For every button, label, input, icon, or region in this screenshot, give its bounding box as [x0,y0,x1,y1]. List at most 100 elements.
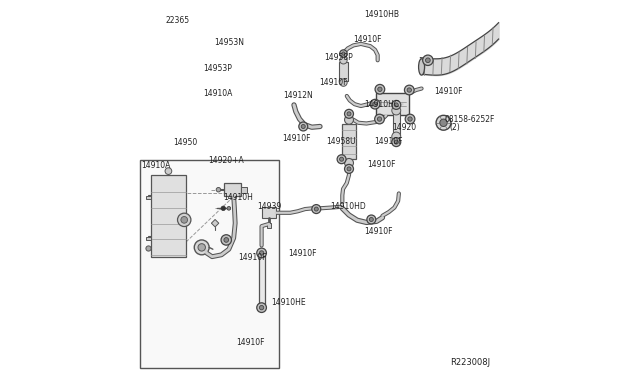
Text: 14953P: 14953P [203,64,232,73]
Circle shape [344,158,353,167]
Circle shape [224,238,228,242]
Circle shape [404,85,414,95]
Bar [259,255,264,306]
Bar [267,223,271,228]
Circle shape [221,235,232,245]
Circle shape [408,117,412,121]
Circle shape [227,206,231,210]
Text: 14910F: 14910F [282,134,310,143]
Text: 14910HC: 14910HC [364,100,399,109]
Circle shape [340,79,347,86]
Circle shape [378,117,381,121]
Circle shape [422,55,433,65]
Circle shape [394,140,398,144]
Circle shape [301,125,305,128]
Text: 14910F: 14910F [236,338,265,347]
Text: 14910F: 14910F [319,78,348,87]
Circle shape [177,213,191,227]
Circle shape [374,114,385,124]
Text: 14910F: 14910F [353,35,381,44]
Text: 08158-6252F: 08158-6252F [445,115,495,124]
Text: 14910F: 14910F [374,137,403,146]
Text: 14910F: 14910F [289,249,317,258]
Text: 14910F: 14910F [435,87,463,96]
Bar [147,237,151,240]
Circle shape [370,99,380,109]
Circle shape [347,167,351,171]
Bar [376,93,410,115]
Bar [339,62,348,81]
Circle shape [407,88,412,92]
Circle shape [373,102,377,106]
Circle shape [337,155,346,164]
Circle shape [181,217,188,223]
Text: R223008J: R223008J [450,358,490,367]
Text: 14950: 14950 [173,138,197,147]
Circle shape [342,52,345,55]
Circle shape [367,215,376,224]
Circle shape [436,115,451,130]
Polygon shape [211,219,219,227]
Bar [140,160,279,368]
Text: 14910H: 14910H [223,193,253,202]
Text: 14910F: 14910F [238,253,267,262]
Bar [392,112,400,135]
Circle shape [375,84,385,94]
Circle shape [314,207,318,211]
Text: (2): (2) [449,123,460,132]
Circle shape [344,115,353,124]
Text: 14939: 14939 [257,202,281,211]
Circle shape [165,168,172,174]
Circle shape [426,58,430,62]
Bar [147,196,151,199]
Circle shape [216,187,221,192]
Text: 14910HB: 14910HB [364,10,399,19]
Circle shape [394,103,398,107]
Text: 14912N: 14912N [283,92,312,100]
Circle shape [405,114,415,124]
Text: 14910A: 14910A [203,89,232,98]
Circle shape [257,248,266,258]
Circle shape [221,206,225,211]
Text: 14920: 14920 [392,123,417,132]
Circle shape [344,164,353,173]
Bar [342,124,356,159]
Ellipse shape [419,59,424,75]
Text: 14953N: 14953N [214,38,244,47]
Circle shape [146,246,151,251]
Circle shape [392,106,401,115]
Bar [262,207,276,218]
Text: 14958P: 14958P [324,53,353,62]
Text: 14910F: 14910F [364,227,392,236]
Circle shape [340,157,344,161]
Circle shape [392,138,401,147]
Circle shape [312,205,321,214]
Circle shape [195,240,209,255]
Bar [225,183,241,196]
Bar [241,187,246,193]
Circle shape [369,218,373,221]
Text: 14910HD: 14910HD [330,202,366,211]
Ellipse shape [259,253,264,256]
Circle shape [347,112,351,116]
Text: 14920+A: 14920+A [209,156,244,165]
Circle shape [259,251,264,255]
Text: 14910A: 14910A [141,161,171,170]
Circle shape [259,305,264,310]
Circle shape [340,57,347,64]
Text: 14958U: 14958U [326,137,356,146]
Text: 14910F: 14910F [367,160,396,169]
Ellipse shape [259,304,264,307]
Circle shape [378,87,382,92]
Circle shape [344,109,353,118]
Circle shape [392,100,401,109]
Circle shape [299,122,308,131]
Circle shape [198,244,205,251]
Text: 22365: 22365 [166,16,189,25]
Bar [151,175,186,257]
Circle shape [340,50,347,57]
Text: 14910HE: 14910HE [271,298,305,307]
Circle shape [257,303,266,312]
Circle shape [392,132,401,141]
Circle shape [440,119,447,126]
